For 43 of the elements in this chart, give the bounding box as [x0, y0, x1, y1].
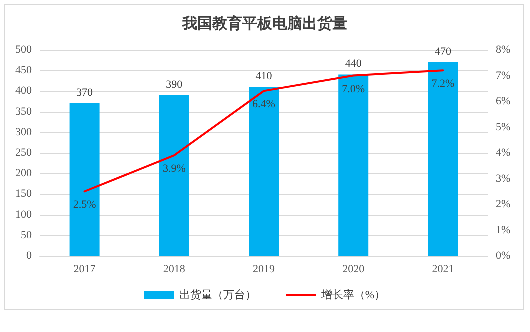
y-tick-label: 0 [26, 250, 32, 262]
data-label: 3.9% [162, 163, 186, 176]
x-tick-label: 2019 [253, 264, 276, 276]
data-label: 7.0% [342, 83, 366, 96]
y-tick-label: 200 [16, 168, 32, 180]
legend-label: 出货量（万台） [179, 288, 256, 302]
x-tick-label: 2021 [432, 264, 454, 276]
y-tick-label: 100 [16, 208, 32, 221]
y-tick-label: 400 [16, 85, 32, 98]
y-tick-label: 150 [16, 188, 32, 200]
legend-label: 增长率（%） [320, 288, 386, 302]
y2-tick-label: 4% [496, 147, 511, 159]
x-tick-label: 2020 [342, 264, 366, 276]
y2-tick-label: 3% [496, 172, 511, 185]
data-label: 390 [166, 78, 184, 91]
data-label: 440 [345, 58, 362, 70]
y-tick-label: 450 [16, 64, 32, 77]
bar [428, 62, 458, 256]
y-tick-label: 50 [21, 229, 32, 242]
chart-title: 我国教育平板电脑出货量 [182, 14, 348, 32]
x-tick-label: 2017 [74, 264, 96, 276]
data-label: 370 [76, 87, 94, 100]
x-tick-label: 2018 [163, 264, 186, 276]
y2-tick-label: 7% [496, 70, 511, 82]
bar [249, 87, 279, 256]
data-label: 410 [256, 70, 273, 83]
y-tick-label: 500 [16, 44, 32, 56]
y-tick-label: 350 [16, 106, 32, 118]
bar [70, 104, 100, 256]
y2-tick-label: 5% [496, 121, 511, 134]
data-label: 470 [434, 46, 452, 58]
y-tick-label: 300 [16, 126, 32, 138]
bar [159, 95, 190, 256]
data-label: 7.2% [432, 78, 455, 90]
bar [338, 74, 369, 256]
y2-tick-label: 0% [496, 250, 511, 262]
y2-tick-label: 2% [496, 198, 511, 210]
y2-tick-label: 1% [496, 224, 511, 236]
data-label: 2.5% [73, 199, 96, 212]
y2-tick-label: 6% [496, 96, 511, 108]
y-tick-label: 250 [16, 147, 32, 159]
y2-tick-label: 8% [496, 44, 511, 56]
data-label: 6.4% [252, 98, 276, 111]
